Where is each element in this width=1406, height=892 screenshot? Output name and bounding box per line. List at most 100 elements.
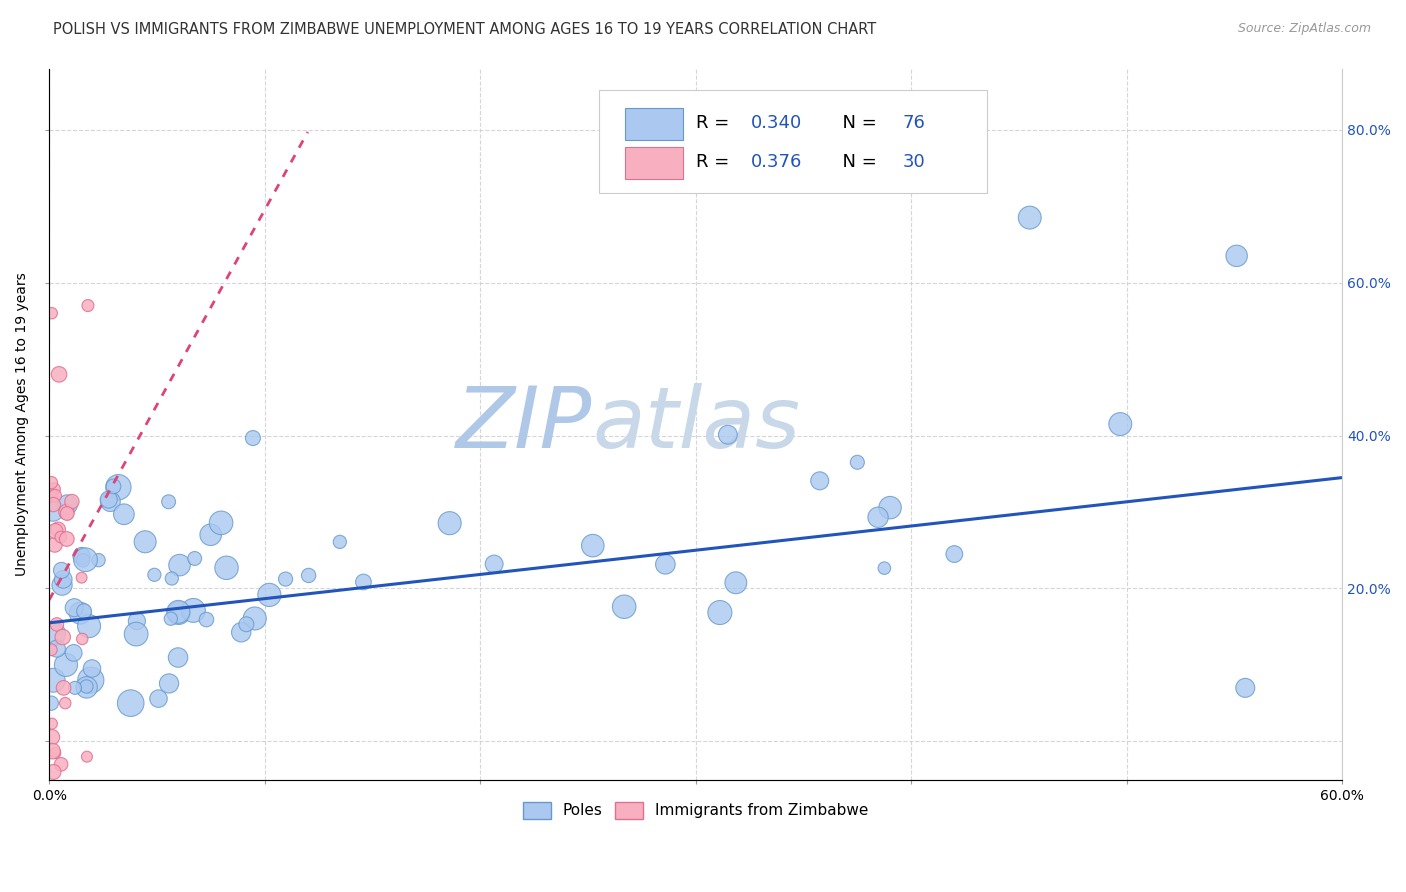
Text: R =: R = bbox=[696, 153, 735, 171]
Point bbox=[183, 551, 205, 566]
Point bbox=[120, 696, 142, 710]
Point bbox=[63, 681, 86, 695]
Point bbox=[73, 604, 96, 618]
Point bbox=[48, 368, 70, 382]
Point bbox=[44, 746, 66, 760]
Point bbox=[352, 574, 374, 589]
Point bbox=[52, 572, 75, 586]
Point bbox=[439, 516, 461, 531]
Point bbox=[157, 495, 180, 509]
Point bbox=[39, 696, 62, 710]
Point bbox=[55, 505, 77, 519]
Point bbox=[231, 625, 253, 640]
Text: Source: ZipAtlas.com: Source: ZipAtlas.com bbox=[1237, 22, 1371, 36]
Point bbox=[846, 455, 869, 469]
Point bbox=[943, 547, 966, 561]
Point bbox=[709, 606, 731, 620]
Point bbox=[259, 588, 281, 602]
Point bbox=[41, 489, 63, 503]
Point bbox=[159, 612, 181, 626]
Point bbox=[183, 603, 205, 617]
Point bbox=[42, 482, 65, 496]
Point bbox=[49, 757, 72, 772]
Point bbox=[125, 627, 148, 641]
Point bbox=[134, 534, 156, 549]
Point bbox=[51, 578, 73, 592]
Point bbox=[63, 600, 86, 615]
Point bbox=[97, 492, 120, 507]
Point bbox=[70, 632, 93, 646]
Point bbox=[157, 676, 180, 690]
Point bbox=[42, 764, 65, 779]
Point bbox=[69, 606, 91, 620]
Point bbox=[243, 611, 266, 625]
Text: 30: 30 bbox=[903, 153, 925, 171]
Point bbox=[654, 558, 676, 572]
Point bbox=[209, 516, 232, 530]
Point bbox=[56, 532, 79, 546]
Point bbox=[613, 599, 636, 614]
Point bbox=[46, 522, 69, 536]
Point bbox=[52, 630, 75, 644]
Point bbox=[167, 606, 190, 620]
Point bbox=[77, 299, 100, 313]
Point bbox=[808, 474, 831, 488]
Point bbox=[87, 553, 110, 567]
Point bbox=[51, 563, 73, 577]
Text: N =: N = bbox=[831, 114, 883, 132]
Point bbox=[76, 681, 98, 695]
Point bbox=[41, 744, 63, 758]
FancyBboxPatch shape bbox=[624, 108, 683, 140]
Point bbox=[56, 498, 79, 512]
Point bbox=[868, 510, 890, 524]
Point bbox=[53, 696, 76, 710]
Legend: Poles, Immigrants from Zimbabwe: Poles, Immigrants from Zimbabwe bbox=[517, 796, 875, 825]
Point bbox=[39, 475, 62, 490]
Point bbox=[873, 561, 896, 575]
Text: atlas: atlas bbox=[592, 383, 800, 466]
Point bbox=[103, 479, 125, 493]
Point bbox=[298, 568, 321, 582]
Text: 0.376: 0.376 bbox=[751, 153, 803, 171]
Point bbox=[169, 558, 191, 573]
Point bbox=[45, 617, 67, 632]
Point bbox=[52, 681, 75, 695]
Point bbox=[70, 571, 93, 585]
Point bbox=[107, 480, 129, 494]
Text: ZIP: ZIP bbox=[456, 383, 592, 466]
Point bbox=[717, 427, 740, 442]
Point bbox=[167, 650, 190, 665]
Point bbox=[195, 613, 218, 627]
Text: R =: R = bbox=[696, 114, 735, 132]
Point bbox=[41, 716, 63, 731]
Point bbox=[55, 657, 77, 672]
Point bbox=[1109, 417, 1132, 431]
Point bbox=[125, 614, 148, 628]
Point bbox=[1018, 211, 1040, 225]
Text: 76: 76 bbox=[903, 114, 925, 132]
Text: POLISH VS IMMIGRANTS FROM ZIMBABWE UNEMPLOYMENT AMONG AGES 16 TO 19 YEARS CORREL: POLISH VS IMMIGRANTS FROM ZIMBABWE UNEMP… bbox=[53, 22, 877, 37]
Point bbox=[80, 673, 103, 688]
Point bbox=[1234, 681, 1257, 695]
Point bbox=[56, 507, 79, 521]
Point bbox=[879, 500, 901, 515]
FancyBboxPatch shape bbox=[599, 90, 987, 193]
Point bbox=[482, 557, 505, 571]
Point bbox=[80, 661, 103, 675]
Point bbox=[242, 431, 264, 445]
Point bbox=[41, 730, 63, 744]
Point bbox=[724, 575, 747, 590]
Point bbox=[200, 527, 222, 541]
Point bbox=[41, 306, 63, 320]
Point bbox=[44, 489, 66, 503]
Point bbox=[49, 530, 72, 544]
Point bbox=[329, 535, 352, 549]
Point bbox=[76, 749, 98, 764]
Text: N =: N = bbox=[831, 153, 883, 171]
Point bbox=[77, 619, 100, 633]
Point bbox=[75, 552, 97, 566]
Point bbox=[62, 646, 84, 660]
Point bbox=[215, 561, 238, 575]
Point bbox=[72, 553, 94, 567]
Point bbox=[167, 605, 190, 619]
